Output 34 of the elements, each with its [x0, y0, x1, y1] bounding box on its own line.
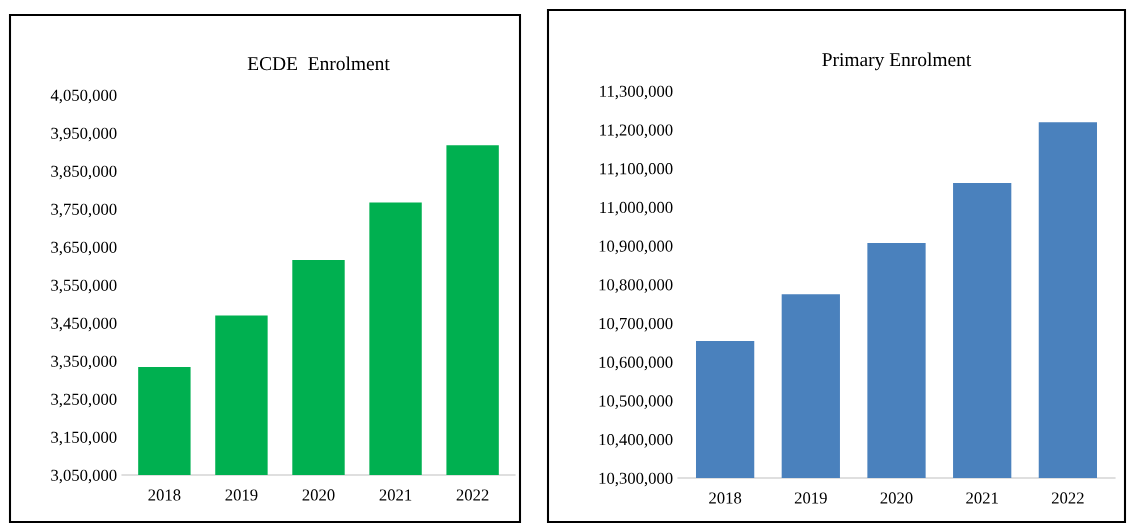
y-tick-label: 10,400,000: [599, 434, 673, 448]
y-tick-label: 3,150,000: [51, 431, 117, 446]
y-tick-label: 3,550,000: [51, 279, 117, 294]
x-tick-label: 2022: [1051, 492, 1084, 504]
y-tick-label: 10,900,000: [599, 240, 673, 255]
y-tick-label: 11,000,000: [600, 201, 673, 216]
x-tick-label: 2022: [456, 489, 489, 501]
y-tick-label: 11,300,000: [600, 85, 673, 100]
y-tick-label: 10,500,000: [599, 395, 673, 409]
y-tick-label: 3,650,000: [51, 241, 117, 256]
y-tick-label: 4,050,000: [50, 89, 117, 104]
chart-title: ECDE Enrolment: [247, 56, 390, 71]
x-tick-label: 2021: [966, 492, 998, 504]
y-tick-label: 3,250,000: [51, 393, 117, 408]
y-tick-label: 11,200,000: [600, 124, 673, 139]
y-tick-label: 10,700,000: [599, 317, 673, 332]
y-tick-label: 10,300,000: [599, 472, 673, 487]
y-tick-label: 3,750,000: [51, 203, 117, 218]
x-tick-label: 2020: [302, 489, 335, 501]
x-tick-label: 2018: [709, 492, 742, 504]
y-tick-label: 3,950,000: [51, 127, 117, 142]
x-tick-label: 2020: [880, 492, 913, 504]
y-tick-label: 10,800,000: [599, 279, 673, 293]
x-tick-label: 2019: [794, 492, 827, 504]
y-tick-label: 10,600,000: [599, 356, 673, 371]
y-tick-label: 3,050,000: [51, 469, 117, 484]
y-tick-label: 3,450,000: [51, 317, 117, 332]
y-tick-label: 3,350,000: [51, 355, 117, 370]
x-tick-label: 2018: [148, 489, 181, 501]
x-tick-label: 2019: [225, 489, 258, 501]
chart-title: Primary Enrolment: [822, 52, 972, 71]
x-tick-label: 2021: [379, 489, 412, 501]
y-tick-label: 3,850,000: [51, 165, 117, 180]
y-tick-label: 11,100,000: [600, 163, 673, 177]
